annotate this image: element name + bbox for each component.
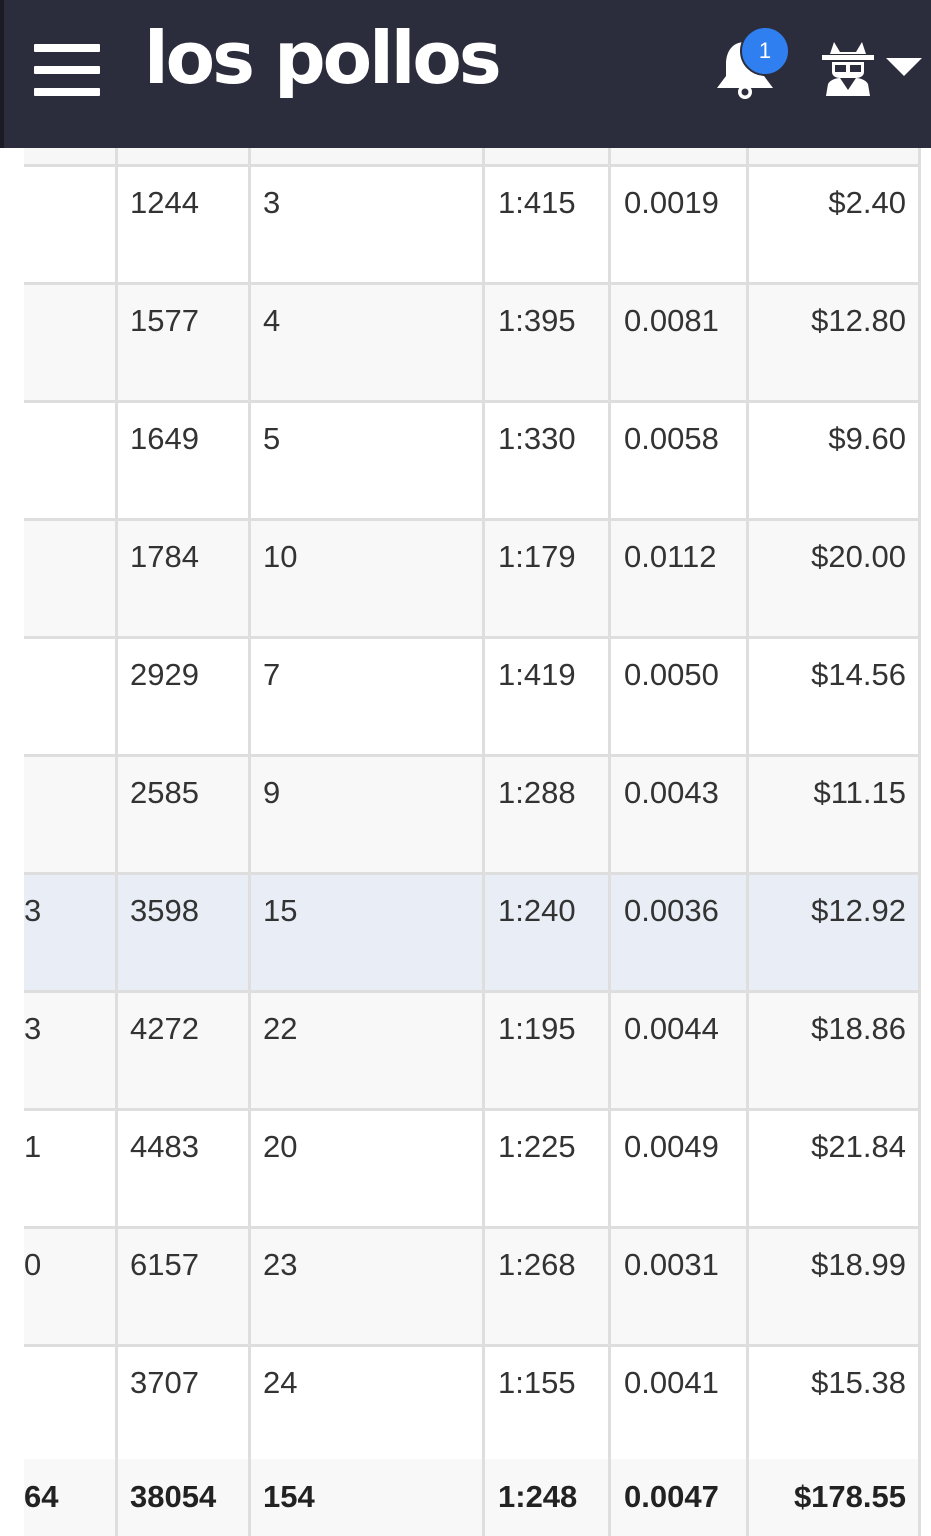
- table-row[interactable]: 1577 4 1:395 0.0081 $12.80: [24, 285, 920, 403]
- cell-conversions: 7: [263, 657, 281, 692]
- cell-revenue: $2.40: [828, 185, 906, 220]
- cell-revenue: $11.15: [813, 775, 906, 810]
- cell-ratio: 1:225: [498, 1129, 576, 1164]
- cell-visits: 1649: [130, 421, 199, 456]
- cell-visits: 2585: [130, 775, 199, 810]
- user-secret-icon[interactable]: [820, 38, 876, 96]
- cell-revenue: $18.99: [811, 1247, 906, 1282]
- cell-revenue: $21.84: [811, 1129, 906, 1164]
- cell-conversions: 23: [263, 1247, 298, 1282]
- cell-visits: 3707: [130, 1365, 199, 1400]
- total-cell-epc: 0.0047: [624, 1479, 719, 1514]
- cell-epc: 0.0036: [624, 893, 719, 928]
- column-divider: [115, 148, 118, 1536]
- total-cell-revenue: $178.55: [793, 1479, 906, 1514]
- stats-table: 1244 3 1:415 0.0019 $2.40 1577 4 1:395 0.0081 $12…: [0, 148, 931, 1536]
- app-header: los pollos 1: [0, 0, 931, 148]
- cell-epc: 0.0019: [624, 185, 719, 220]
- cell-epc: 0.0041: [624, 1365, 719, 1400]
- cell-epc: 0.0112: [624, 539, 717, 574]
- table-row[interactable]: 3707 24 1:155 0.0041 $15.38: [24, 1347, 920, 1465]
- table-row[interactable]: 3 4272 22 1:195 0.0044 $18.86: [24, 993, 920, 1111]
- cell-revenue: $12.92: [811, 893, 906, 928]
- cell-revenue: $9.60: [828, 421, 906, 456]
- cell-revenue: $14.56: [811, 657, 906, 692]
- column-divider: [248, 148, 251, 1536]
- cell-epc: 0.0031: [624, 1247, 719, 1282]
- cell-conversions: 5: [263, 421, 281, 456]
- cell-ratio: 1:395: [498, 303, 576, 338]
- chevron-down-icon[interactable]: [886, 58, 922, 76]
- cell-ratio: 1:155: [498, 1365, 576, 1400]
- table-row[interactable]: 1649 5 1:330 0.0058 $9.60: [24, 403, 920, 521]
- table-row[interactable]: 1244 3 1:415 0.0019 $2.40: [24, 167, 920, 285]
- table-row[interactable]: 1784 10 1:179 0.0112 $20.00: [24, 521, 920, 639]
- cell-ratio: 1:288: [498, 775, 576, 810]
- cell-epc: 0.0043: [624, 775, 719, 810]
- cell-revenue: $18.86: [811, 1011, 906, 1046]
- cell-epc: 0.0044: [624, 1011, 719, 1046]
- notification-badge[interactable]: 1: [740, 26, 790, 76]
- table-row[interactable]: 2585 9 1:288 0.0043 $11.15: [24, 757, 920, 875]
- total-cell-conversions: 154: [263, 1479, 315, 1514]
- cell-ratio: 1:240: [498, 893, 576, 928]
- cell-visits: 1784: [130, 539, 199, 574]
- cell-revenue: $12.80: [811, 303, 906, 338]
- cell-ratio: 1:330: [498, 421, 576, 456]
- column-divider: [746, 148, 749, 1536]
- cell-conversions: 10: [263, 539, 298, 574]
- table-row[interactable]: 0 6157 23 1:268 0.0031 $18.99: [24, 1229, 920, 1347]
- cell-visits: 3598: [130, 893, 199, 928]
- cell-epc: 0.0058: [624, 421, 719, 456]
- table-row[interactable]: 2929 7 1:419 0.0050 $14.56: [24, 639, 920, 757]
- column-divider: [918, 148, 921, 1536]
- cell-epc: 0.0049: [624, 1129, 719, 1164]
- total-cell-ratio: 1:248: [498, 1479, 578, 1514]
- cell-visits: 4483: [130, 1129, 199, 1164]
- cell-visits: 4272: [130, 1011, 199, 1046]
- cell-clipped: 0: [24, 1247, 42, 1282]
- column-divider: [482, 148, 485, 1536]
- cell-epc: 0.0050: [624, 657, 719, 692]
- cell-ratio: 1:415: [498, 185, 576, 220]
- menu-icon[interactable]: [34, 44, 100, 96]
- table-row[interactable]: 3 3598 15 1:240 0.0036 $12.92: [24, 875, 920, 993]
- table-row-partial: [24, 148, 920, 167]
- column-divider: [608, 148, 611, 1536]
- cell-conversions: 22: [263, 1011, 298, 1046]
- total-cell-visits: 38054: [130, 1479, 217, 1514]
- cell-visits: 6157: [130, 1247, 199, 1282]
- table-row[interactable]: 1 4483 20 1:225 0.0049 $21.84: [24, 1111, 920, 1229]
- cell-ratio: 1:195: [498, 1011, 576, 1046]
- cell-ratio: 1:419: [498, 657, 576, 692]
- cell-clipped: 1: [24, 1129, 42, 1164]
- cell-ratio: 1:179: [498, 539, 576, 574]
- cell-clipped: 3: [24, 893, 42, 928]
- table-total-row: 64 38054 154 1:248 0.0047 $178.55: [24, 1459, 920, 1536]
- cell-conversions: 24: [263, 1365, 298, 1400]
- cell-visits: 1577: [130, 303, 199, 338]
- cell-clipped: 3: [24, 1011, 42, 1046]
- brand-logo[interactable]: los pollos: [144, 16, 502, 100]
- cell-conversions: 9: [263, 775, 281, 810]
- cell-conversions: 3: [263, 185, 281, 220]
- cell-ratio: 1:268: [498, 1247, 576, 1282]
- total-cell-clipped: 64: [24, 1479, 59, 1514]
- cell-visits: 2929: [130, 657, 199, 692]
- cell-conversions: 15: [263, 893, 298, 928]
- cell-revenue: $20.00: [811, 539, 906, 574]
- cell-conversions: 20: [263, 1129, 298, 1164]
- cell-conversions: 4: [263, 303, 281, 338]
- cell-revenue: $15.38: [811, 1365, 906, 1400]
- cell-epc: 0.0081: [624, 303, 719, 338]
- cell-visits: 1244: [130, 185, 199, 220]
